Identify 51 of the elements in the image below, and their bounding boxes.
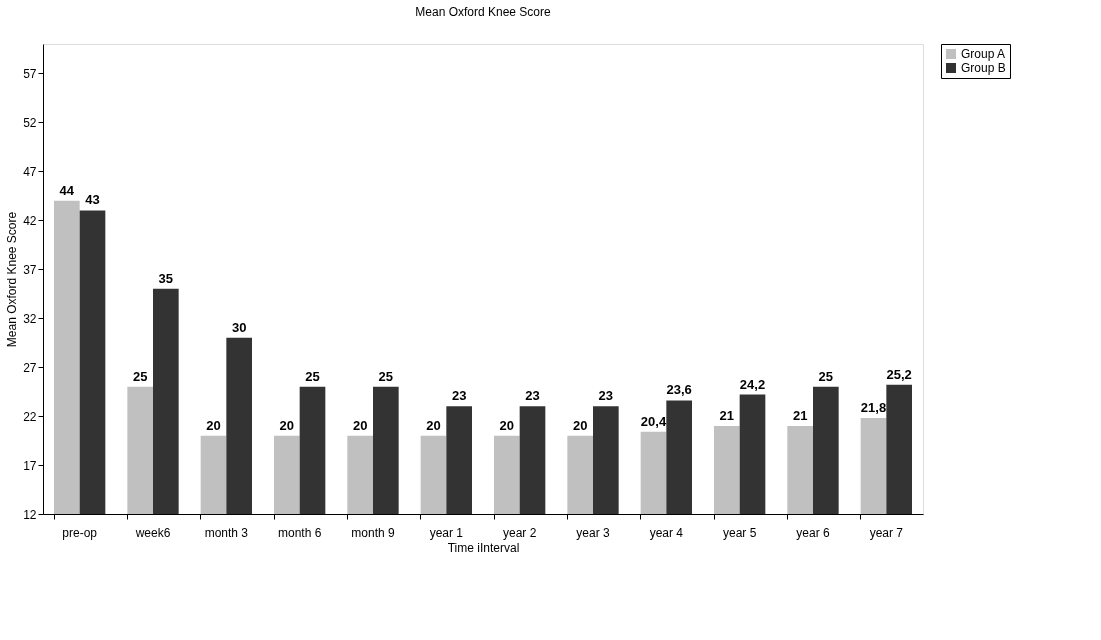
data-label: 20: [499, 417, 515, 433]
data-label: 25: [818, 368, 834, 384]
data-label: 43: [85, 192, 100, 208]
y-tick-label: 37: [23, 262, 37, 277]
data-label: 21: [792, 407, 808, 423]
data-label: 24,2: [739, 376, 766, 392]
x-tick-label: year 6: [796, 525, 830, 540]
legend-label: Group A: [961, 47, 1006, 61]
data-label: 23: [451, 388, 467, 404]
x-tick-label: year 1: [429, 525, 464, 540]
y-tick-label: 57: [23, 66, 37, 81]
x-tick-label: month 3: [204, 525, 249, 540]
data-label: 20,4: [640, 413, 667, 429]
y-tick-label: 27: [23, 360, 37, 375]
legend-label: Group B: [961, 61, 1006, 75]
x-tick-label: month 9: [351, 525, 396, 540]
data-label: 30: [231, 319, 247, 335]
x-tick-label: year 3: [576, 525, 610, 540]
x-tick-label: year 2: [502, 525, 537, 540]
data-label: 20: [206, 417, 221, 433]
data-label: 23: [525, 388, 540, 404]
x-tick-label: week6: [134, 525, 171, 540]
y-tick-label: 52: [23, 115, 37, 130]
data-label: 23,6: [666, 382, 692, 398]
x-tick-label: year 5: [722, 525, 757, 540]
y-tick-label: 32: [23, 311, 37, 326]
y-tick-label: 42: [23, 213, 37, 228]
data-label: 21: [719, 407, 735, 423]
data-label: 21,8: [860, 400, 887, 416]
data-label: 25: [378, 368, 394, 384]
x-tick-label: month 6: [277, 525, 322, 540]
y-axis-title: Mean Oxford Knee Score: [5, 211, 20, 348]
data-label: 25: [132, 368, 148, 384]
data-label: 25,2: [886, 366, 912, 382]
chart-title: Mean Oxford Knee Score: [415, 4, 552, 19]
data-label: 20: [279, 417, 295, 433]
data-label: 20: [572, 417, 588, 433]
x-tick-label: year 4: [649, 525, 684, 540]
x-tick-label: pre-op: [62, 525, 98, 540]
y-tick-label: 12: [23, 507, 37, 522]
data-label: 25: [305, 368, 320, 384]
y-tick-label: 17: [23, 458, 37, 473]
data-label: 44: [59, 182, 75, 198]
x-axis-title: Time iInterval: [447, 540, 520, 555]
data-label: 20: [426, 417, 441, 433]
data-label: 20: [352, 417, 368, 433]
data-label: 35: [158, 270, 174, 286]
y-tick-label: 22: [23, 409, 37, 424]
x-tick-label: year 7: [869, 525, 904, 540]
y-tick-label: 47: [23, 164, 37, 179]
data-label: 23: [598, 388, 614, 404]
